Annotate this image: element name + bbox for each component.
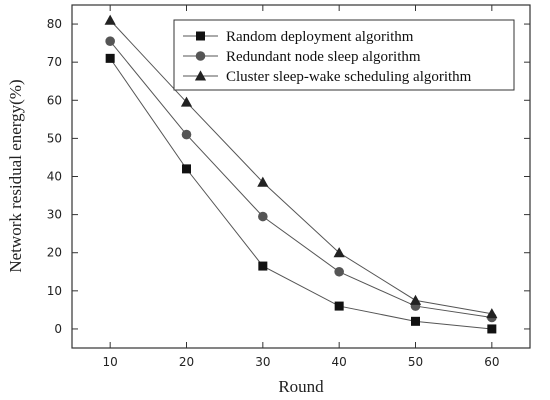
y-tick-label: 20 <box>47 246 62 260</box>
data-point-triangle <box>180 96 193 107</box>
axis-ticks: 10 20 30 40 50 60 0 10 20 30 40 50 60 70 80 <box>47 5 530 369</box>
legend-marker-circle <box>195 51 206 61</box>
data-point-circle <box>258 211 268 222</box>
data-point-triangle <box>257 176 269 187</box>
y-tick-label: 30 <box>47 208 62 222</box>
x-tick-label: 40 <box>332 355 347 369</box>
x-tick-label: 50 <box>408 355 423 369</box>
legend: Random deployment algorithm Redundant nod… <box>173 19 515 91</box>
y-tick-label: 60 <box>47 93 62 107</box>
x-tick-label: 10 <box>103 355 118 369</box>
legend-marker-triangle <box>194 70 207 81</box>
data-point-square <box>105 53 115 63</box>
data-point-triangle <box>333 247 345 258</box>
y-tick-label: 40 <box>47 170 62 184</box>
data-point-triangle <box>486 308 498 319</box>
data-point-square <box>182 164 191 174</box>
x-tick-label: 20 <box>179 355 194 369</box>
y-tick-label: 80 <box>47 17 62 31</box>
data-point-square <box>258 261 268 271</box>
series-line-circle <box>109 40 492 319</box>
series-line-square <box>109 58 492 330</box>
series-markers <box>104 14 498 334</box>
y-tick-label: 10 <box>47 284 62 298</box>
data-point-square <box>487 324 497 334</box>
x-tick-label: 30 <box>255 355 270 369</box>
data-point-circle <box>181 129 192 140</box>
y-axis-title: Network residual energy(%) <box>6 79 25 272</box>
data-point-circle <box>334 266 344 277</box>
data-point-triangle <box>409 294 422 305</box>
legend-box <box>173 19 515 91</box>
legend-label: Redundant node sleep algorithm <box>226 49 421 65</box>
y-tick-label: 0 <box>54 322 62 336</box>
y-tick-label: 70 <box>47 55 62 69</box>
legend-marker-square <box>196 31 205 41</box>
data-point-triangle <box>104 14 116 25</box>
x-tick-label: 60 <box>484 355 499 369</box>
data-point-square <box>411 316 420 326</box>
data-point-square <box>334 301 344 311</box>
x-axis-title: Round <box>278 377 324 396</box>
legend-label: Cluster sleep-wake scheduling algorithm <box>226 69 472 85</box>
y-tick-label: 50 <box>47 131 62 145</box>
legend-label: Random deployment algorithm <box>226 29 414 45</box>
data-point-circle <box>105 36 115 47</box>
